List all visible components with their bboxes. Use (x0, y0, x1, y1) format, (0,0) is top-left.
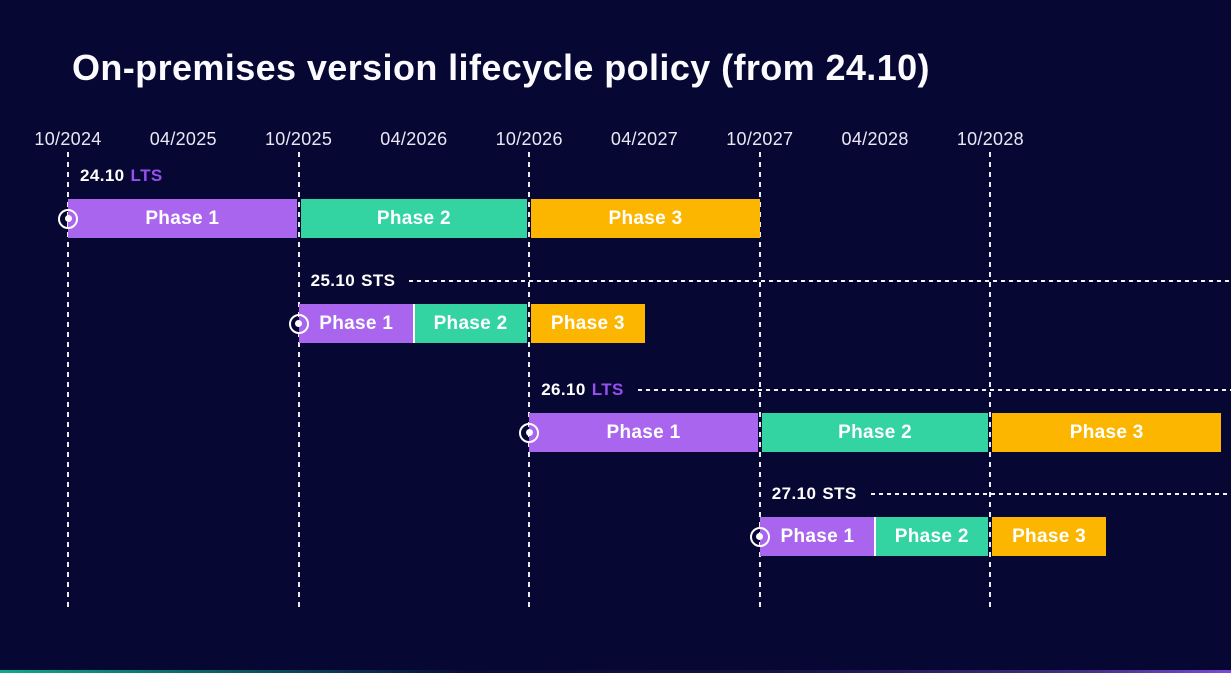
version-row-label: 26.10 LTS (541, 379, 1231, 401)
version-number-label: 27.10 (771, 484, 817, 503)
axis-tick-label: 10/2025 (265, 129, 333, 149)
phase-bar-label: Phase 3 (608, 207, 683, 229)
timeline-gridline (528, 152, 531, 612)
axis-tick-label: 10/2028 (956, 129, 1024, 149)
leader-dashed-line (637, 389, 1231, 391)
release-marker-dot-icon (64, 215, 72, 222)
phase-bar: Phase 3 (992, 413, 1221, 452)
phase-separator (412, 304, 415, 343)
timeline-gridline (758, 152, 761, 612)
leader-dashed-line (409, 280, 1231, 282)
phase-bar-label: Phase 2 (894, 525, 969, 547)
axis-tick-label: 04/2025 (149, 129, 217, 149)
release-type-label: LTS (130, 166, 163, 185)
release-marker-icon (58, 208, 78, 229)
version-row-label: 24.10 LTS (80, 165, 1231, 187)
phase-bar: Phase 2 (875, 517, 989, 556)
timeline-gridline (67, 152, 69, 612)
phase-bar-label: Phase 3 (550, 312, 625, 334)
phase-bar-label: Phase 1 (145, 207, 220, 229)
axis-tick-label: 04/2026 (380, 129, 448, 149)
release-marker-icon (519, 422, 540, 443)
phase-separator (874, 517, 877, 556)
release-type-label: STS (361, 271, 396, 290)
version-row-label: 27.10 STS (772, 483, 1231, 505)
leader-dashed-line (870, 493, 1231, 495)
release-marker-dot-icon (756, 533, 764, 540)
phase-bar: Phase 2 (300, 199, 528, 238)
version-number-label: 25.10 (310, 271, 356, 290)
phase-bar-label: Phase 1 (319, 312, 394, 334)
footer-gradient-bar (0, 670, 1231, 673)
release-type-label: LTS (591, 380, 624, 399)
phase-bar-label: Phase 2 (433, 312, 508, 334)
version-number-label: 26.10 (541, 380, 586, 399)
phase-bar: Phase 3 (992, 517, 1106, 556)
phase-bar: Phase 2 (413, 304, 528, 343)
phase-bar-label: Phase 1 (606, 421, 681, 443)
phase-bar: Phase 3 (531, 304, 645, 343)
phase-bar: Phase 1 (529, 413, 758, 452)
axis-tick-label: 10/2026 (495, 129, 563, 149)
version-row-label: 25.10 STS (311, 270, 1231, 292)
phase-bar-label: Phase 3 (1012, 525, 1087, 547)
phase-bar-label: Phase 2 (376, 207, 451, 229)
axis-tick-label: 04/2027 (610, 129, 679, 149)
phase-bar: Phase 2 (761, 413, 989, 452)
phase-bar: Phase 1 (298, 304, 414, 343)
page-title: On-premises version lifecycle policy (fr… (72, 47, 930, 88)
phase-bar: Phase 1 (759, 517, 876, 556)
release-marker-icon (749, 526, 770, 547)
phase-bar-label: Phase 3 (1069, 421, 1144, 443)
release-marker-dot-icon (295, 320, 303, 327)
phase-bar-label: Phase 2 (838, 421, 913, 443)
timeline-gridline (989, 152, 992, 612)
axis-tick-label: 10/2024 (34, 129, 102, 149)
timeline-gridline (297, 152, 300, 612)
axis-tick-label: 10/2027 (726, 129, 794, 149)
phase-bar-label: Phase 1 (780, 525, 855, 547)
phase-bar: Phase 1 (68, 199, 297, 238)
release-type-label: STS (822, 484, 857, 503)
release-marker-dot-icon (525, 429, 533, 436)
version-number-label: 24.10 (80, 166, 125, 185)
release-marker-icon (288, 313, 309, 334)
axis-tick-label: 04/2028 (841, 129, 909, 149)
phase-bar: Phase 3 (531, 199, 760, 238)
